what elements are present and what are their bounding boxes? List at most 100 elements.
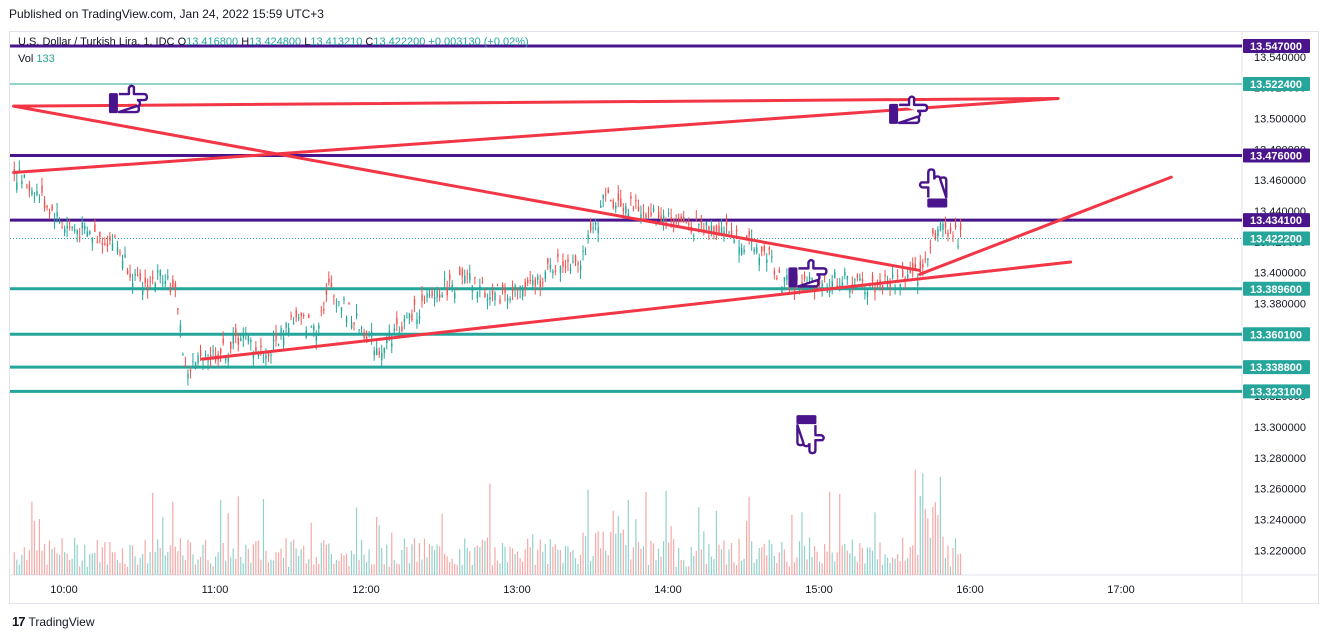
candle-body [46, 205, 48, 208]
x-tick-label: 13:00 [503, 584, 531, 596]
volume-bar [345, 553, 348, 575]
volume-bar [89, 553, 91, 575]
candle-body [184, 365, 187, 367]
volume-bar [111, 552, 114, 575]
volume-bar [582, 532, 584, 575]
volume-bar [871, 550, 874, 575]
thumbs-up-icon[interactable] [918, 168, 948, 208]
candle-body [592, 227, 594, 229]
volume-bar [881, 565, 884, 575]
candle-body [640, 214, 642, 220]
candle-body [282, 337, 285, 346]
candle-body [225, 358, 227, 360]
volume-bar [680, 559, 682, 575]
volume-bar [728, 549, 730, 575]
volume-bar [537, 549, 539, 575]
candle-body [632, 207, 635, 209]
open-value: 13.416800 [186, 36, 239, 48]
candle-body [235, 328, 237, 336]
volume-bar [199, 557, 202, 575]
candle-body [718, 225, 720, 233]
volume-bar [763, 543, 765, 575]
candle-body [373, 350, 375, 356]
volume-bar [517, 551, 519, 575]
volume-bar [715, 510, 718, 575]
volume-bar [678, 547, 680, 575]
low-label: L [304, 36, 311, 48]
volume-bar [788, 566, 790, 575]
volume-bar [265, 550, 267, 575]
volume-bar [481, 539, 483, 575]
volume-bar [632, 547, 634, 575]
volume-bar [255, 541, 257, 575]
resistance-price-tag [1243, 213, 1310, 228]
volume-bar [549, 539, 551, 575]
candle-body [444, 278, 446, 280]
candle-body [740, 247, 743, 255]
volume-bar [179, 538, 181, 575]
trendline[interactable] [12, 104, 922, 272]
volume-bar [237, 496, 239, 575]
trendline[interactable] [12, 96, 1060, 174]
y-tick-label: 13.400000 [1254, 268, 1306, 280]
volume-bar [861, 547, 863, 575]
candle-body [509, 298, 511, 300]
volume-bar [433, 550, 436, 575]
candle-body [398, 331, 401, 337]
volume-bar [305, 563, 307, 575]
volume-bar [952, 548, 954, 575]
volume-bar [406, 547, 408, 575]
volume-bar [849, 553, 851, 575]
volume-bar [902, 537, 904, 575]
thumbs-right-icon[interactable] [889, 95, 929, 125]
volume-bar [257, 540, 259, 575]
candle-body [819, 280, 821, 285]
candle-body [81, 222, 84, 229]
candle-body [295, 309, 297, 318]
candle-body [391, 343, 393, 347]
volume-bar [615, 533, 617, 575]
candle-body [723, 231, 725, 235]
volume-bar [303, 545, 305, 575]
trendline[interactable] [200, 260, 1073, 361]
volume-bar [610, 531, 612, 575]
candle-body [871, 275, 874, 282]
volume-bar [856, 561, 858, 575]
candle-body [582, 250, 584, 252]
volume-bar [819, 561, 821, 575]
volume-bar [476, 545, 478, 575]
candle-body [255, 347, 257, 354]
volume-bar [84, 544, 86, 575]
candle-body [937, 229, 939, 237]
candle-body [932, 228, 934, 234]
volume-bar [348, 566, 350, 575]
candle-body [954, 224, 957, 228]
volume-bar [277, 552, 280, 575]
candle-body [615, 205, 617, 209]
candle-body [313, 325, 315, 331]
candle-body [293, 323, 295, 325]
candle-body [91, 238, 94, 243]
candle-body [438, 294, 441, 298]
volume-bar [189, 542, 192, 575]
candle-body [781, 286, 783, 294]
trendline[interactable] [918, 175, 1173, 276]
volume-value: 133 [36, 53, 55, 65]
candle-body [36, 191, 38, 196]
volume-bar [665, 490, 667, 575]
volume-bar [338, 560, 340, 575]
volume-bar [96, 540, 98, 575]
volume-bar [635, 519, 637, 575]
thumbs-right-icon[interactable] [108, 84, 149, 114]
candle-body [421, 294, 423, 302]
candle-body [808, 276, 811, 280]
volume-bar [746, 520, 748, 575]
candle-body [836, 284, 839, 288]
volume-bar [360, 539, 363, 575]
thumbs-right-icon[interactable] [788, 258, 828, 288]
thumbs-down-icon[interactable] [796, 415, 825, 455]
trendline[interactable] [12, 96, 1060, 108]
volume-bar [662, 541, 665, 575]
volume-bar [298, 555, 300, 575]
